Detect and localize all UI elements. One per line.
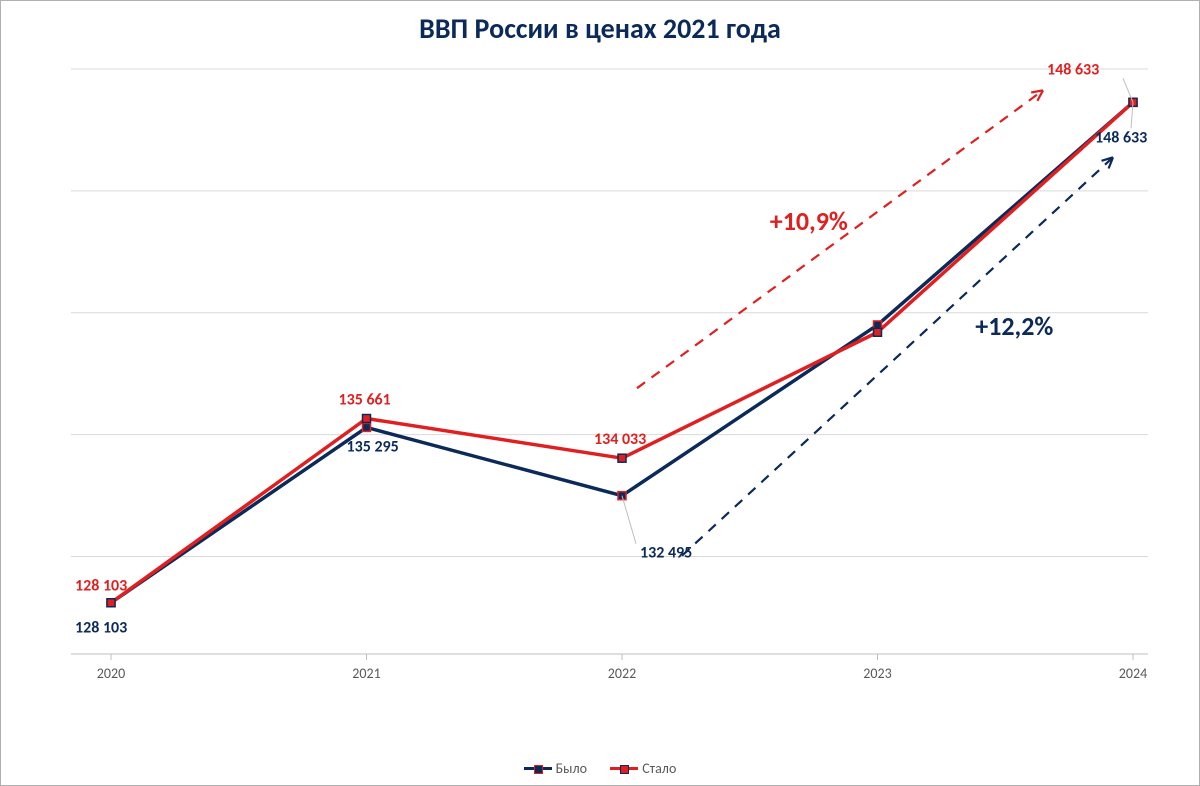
- legend: Было Стало: [1, 757, 1199, 777]
- chart-svg: 2020 2021 2022 2023 2024 128 103 128 103 135 66…: [71, 59, 1153, 709]
- svg-text:148 633: 148 633: [1095, 128, 1147, 147]
- svg-text:135 295: 135 295: [347, 437, 399, 456]
- plot-area: 2020 2021 2022 2023 2024 128 103 128 103 135 66…: [71, 59, 1153, 709]
- legend-swatch-bylo: [524, 767, 552, 770]
- svg-text:2023: 2023: [863, 665, 891, 682]
- legend-label-stalo: Стало: [642, 760, 676, 777]
- svg-text:+12,2%: +12,2%: [975, 310, 1053, 342]
- legend-item-bylo: Было: [524, 760, 587, 777]
- svg-text:+10,9%: +10,9%: [770, 205, 848, 237]
- svg-text:2021: 2021: [352, 665, 380, 682]
- svg-text:2024: 2024: [1119, 665, 1147, 682]
- svg-text:2020: 2020: [97, 665, 125, 682]
- svg-text:128 103: 128 103: [75, 577, 127, 596]
- svg-text:2022: 2022: [608, 665, 636, 682]
- legend-label-bylo: Было: [556, 760, 587, 777]
- svg-text:134 033: 134 033: [594, 430, 646, 449]
- chart-title: ВВП России в ценах 2021 года: [1, 11, 1199, 46]
- legend-item-stalo: Стало: [610, 760, 676, 777]
- svg-text:148 633: 148 633: [1047, 60, 1099, 79]
- legend-swatch-stalo: [610, 767, 638, 770]
- chart-frame: ВВП России в ценах 2021 года 20202021202…: [0, 0, 1200, 786]
- svg-text:135 661: 135 661: [339, 391, 391, 410]
- svg-text:128 103: 128 103: [75, 619, 127, 638]
